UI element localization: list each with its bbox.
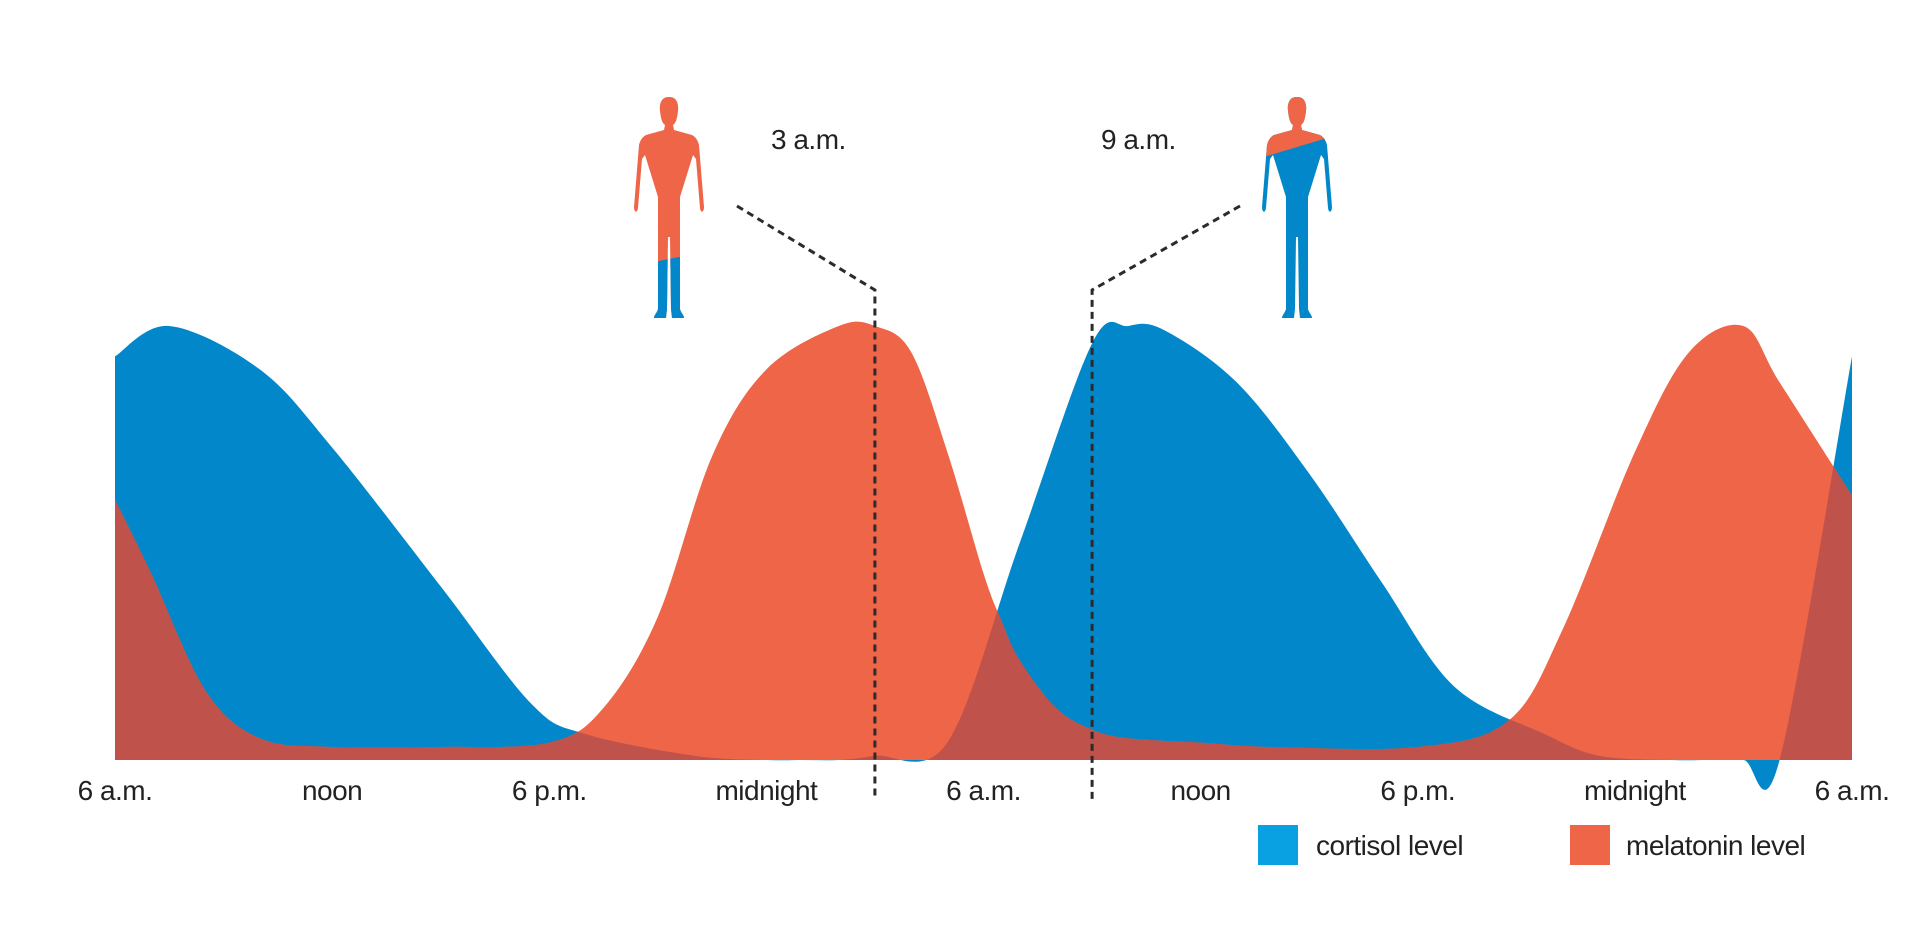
x-tick-label: midnight	[1584, 775, 1687, 806]
person-melatonin-dominant-icon	[634, 97, 704, 318]
x-tick-label: 6 p.m.	[512, 775, 587, 806]
annotation-line-3am	[736, 204, 877, 800]
x-tick-label: 6 a.m.	[78, 775, 153, 806]
x-tick-label: noon	[1170, 775, 1230, 806]
x-tick-label: 6 a.m.	[946, 775, 1021, 806]
x-axis-ticks: 6 a.m. noon 6 p.m. midnight 6 a.m. noon 6 p.m.…	[78, 775, 1890, 806]
person-cortisol-dominant-icon	[1262, 97, 1332, 318]
legend-label-cortisol: cortisol level	[1316, 830, 1463, 861]
annotation-line-9am	[1090, 204, 1241, 800]
annotation-label-9am: 9 a.m.	[1101, 124, 1176, 155]
annotation-label-3am: 3 a.m.	[771, 124, 846, 155]
x-tick-label: 6 a.m.	[1815, 775, 1890, 806]
legend-swatch-cortisol	[1258, 825, 1298, 865]
legend: cortisol level melatonin level	[1258, 825, 1806, 865]
legend-label-melatonin: melatonin level	[1626, 830, 1805, 861]
x-tick-label: noon	[302, 775, 362, 806]
x-tick-label: 6 p.m.	[1380, 775, 1455, 806]
x-tick-label: midnight	[715, 775, 818, 806]
plot-area	[115, 321, 1852, 790]
series-area-cortisol	[115, 321, 1852, 790]
legend-swatch-melatonin	[1570, 825, 1610, 865]
